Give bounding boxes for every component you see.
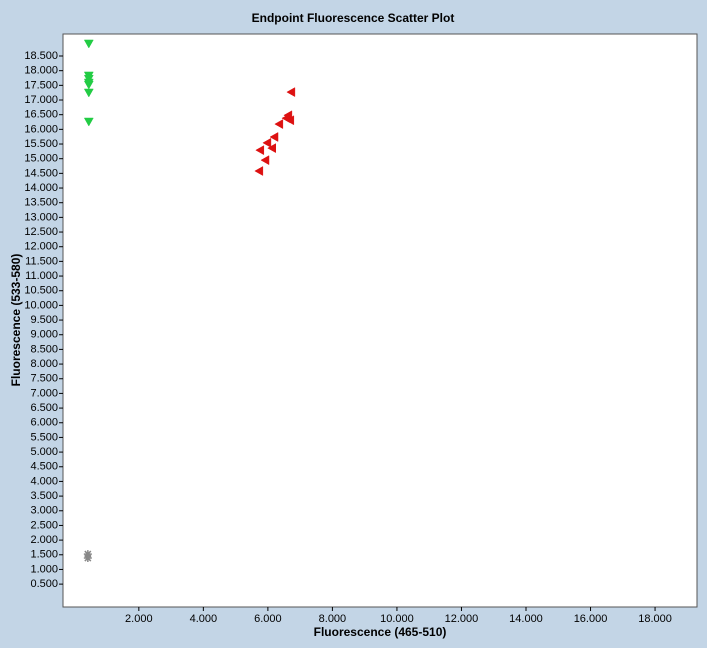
y-tick-label: 11.500	[25, 255, 58, 267]
point	[262, 137, 272, 148]
y-tick-label: 0.500	[30, 578, 58, 590]
y-tick-label: 14.500	[24, 167, 58, 179]
point	[286, 87, 296, 98]
y-tick-label: 18.500	[24, 50, 58, 62]
y-tick-label: 4.500	[30, 461, 58, 473]
y-tick-label: 8.500	[30, 343, 58, 355]
y-tick-label: 6.500	[30, 402, 58, 414]
x-tick-label: 14.000	[509, 613, 543, 625]
y-tick-label: 3.500	[30, 490, 58, 502]
y-tick-label: 13.000	[24, 211, 58, 223]
point	[83, 80, 94, 90]
y-tick-label: 1.000	[30, 563, 58, 575]
y-tick-label: 5.000	[30, 446, 58, 458]
point	[267, 143, 277, 154]
x-tick-label: 4.000	[190, 613, 218, 625]
y-tick-label: 17.500	[24, 79, 58, 91]
point	[83, 88, 94, 98]
point	[269, 132, 279, 142]
y-tick-label: 10.500	[24, 285, 58, 297]
y-tick-label: 16.000	[24, 123, 58, 135]
x-tick-label: 18.000	[638, 613, 672, 625]
y-tick-label: 4.000	[30, 475, 58, 487]
y-tick-label: 16.500	[24, 109, 58, 121]
y-tick-label: 13.500	[24, 197, 58, 209]
point	[254, 166, 264, 176]
point	[281, 113, 291, 124]
point	[274, 119, 284, 129]
point	[255, 145, 265, 156]
y-tick-label: 12.000	[24, 241, 58, 253]
y-tick-label: 9.500	[30, 314, 58, 326]
y-tick-label: 8.000	[30, 358, 58, 370]
plot-area	[62, 33, 698, 608]
point	[83, 554, 92, 563]
x-tick-label: 10.000	[380, 613, 414, 625]
y-tick-label: 15.000	[24, 153, 58, 165]
y-tick-label: 18.000	[24, 65, 58, 77]
x-axis-label: Fluorescence (465-510)	[314, 625, 447, 639]
y-tick-label: 14.000	[24, 182, 58, 194]
y-tick-label: 2.500	[30, 519, 58, 531]
y-axis-label: Fluorescence (533-580)	[9, 254, 23, 387]
y-tick-label: 10.000	[24, 299, 58, 311]
chart-title: Endpoint Fluorescence Scatter Plot	[252, 11, 455, 25]
point	[260, 155, 270, 166]
point	[83, 39, 94, 49]
y-tick-label: 6.000	[30, 417, 58, 429]
y-tick-label: 5.500	[30, 431, 58, 443]
x-tick-label: 8.000	[319, 613, 347, 625]
y-tick-label: 15.500	[24, 138, 58, 150]
x-tick-label: 2.000	[125, 613, 153, 625]
x-tick-label: 6.000	[254, 613, 282, 625]
y-tick-label: 11.000	[25, 270, 58, 282]
y-tick-label: 2.000	[30, 534, 58, 546]
y-tick-label: 3.000	[30, 505, 58, 517]
y-tick-label: 17.000	[24, 94, 58, 106]
y-tick-label: 7.000	[30, 387, 58, 399]
point	[83, 117, 94, 127]
x-tick-label: 16.000	[574, 613, 608, 625]
y-tick-label: 12.500	[24, 226, 58, 238]
y-tick-label: 9.000	[30, 329, 58, 341]
x-tick-label: 12.000	[445, 613, 479, 625]
y-tick-label: 1.500	[30, 549, 58, 561]
y-tick-label: 7.500	[30, 373, 58, 385]
